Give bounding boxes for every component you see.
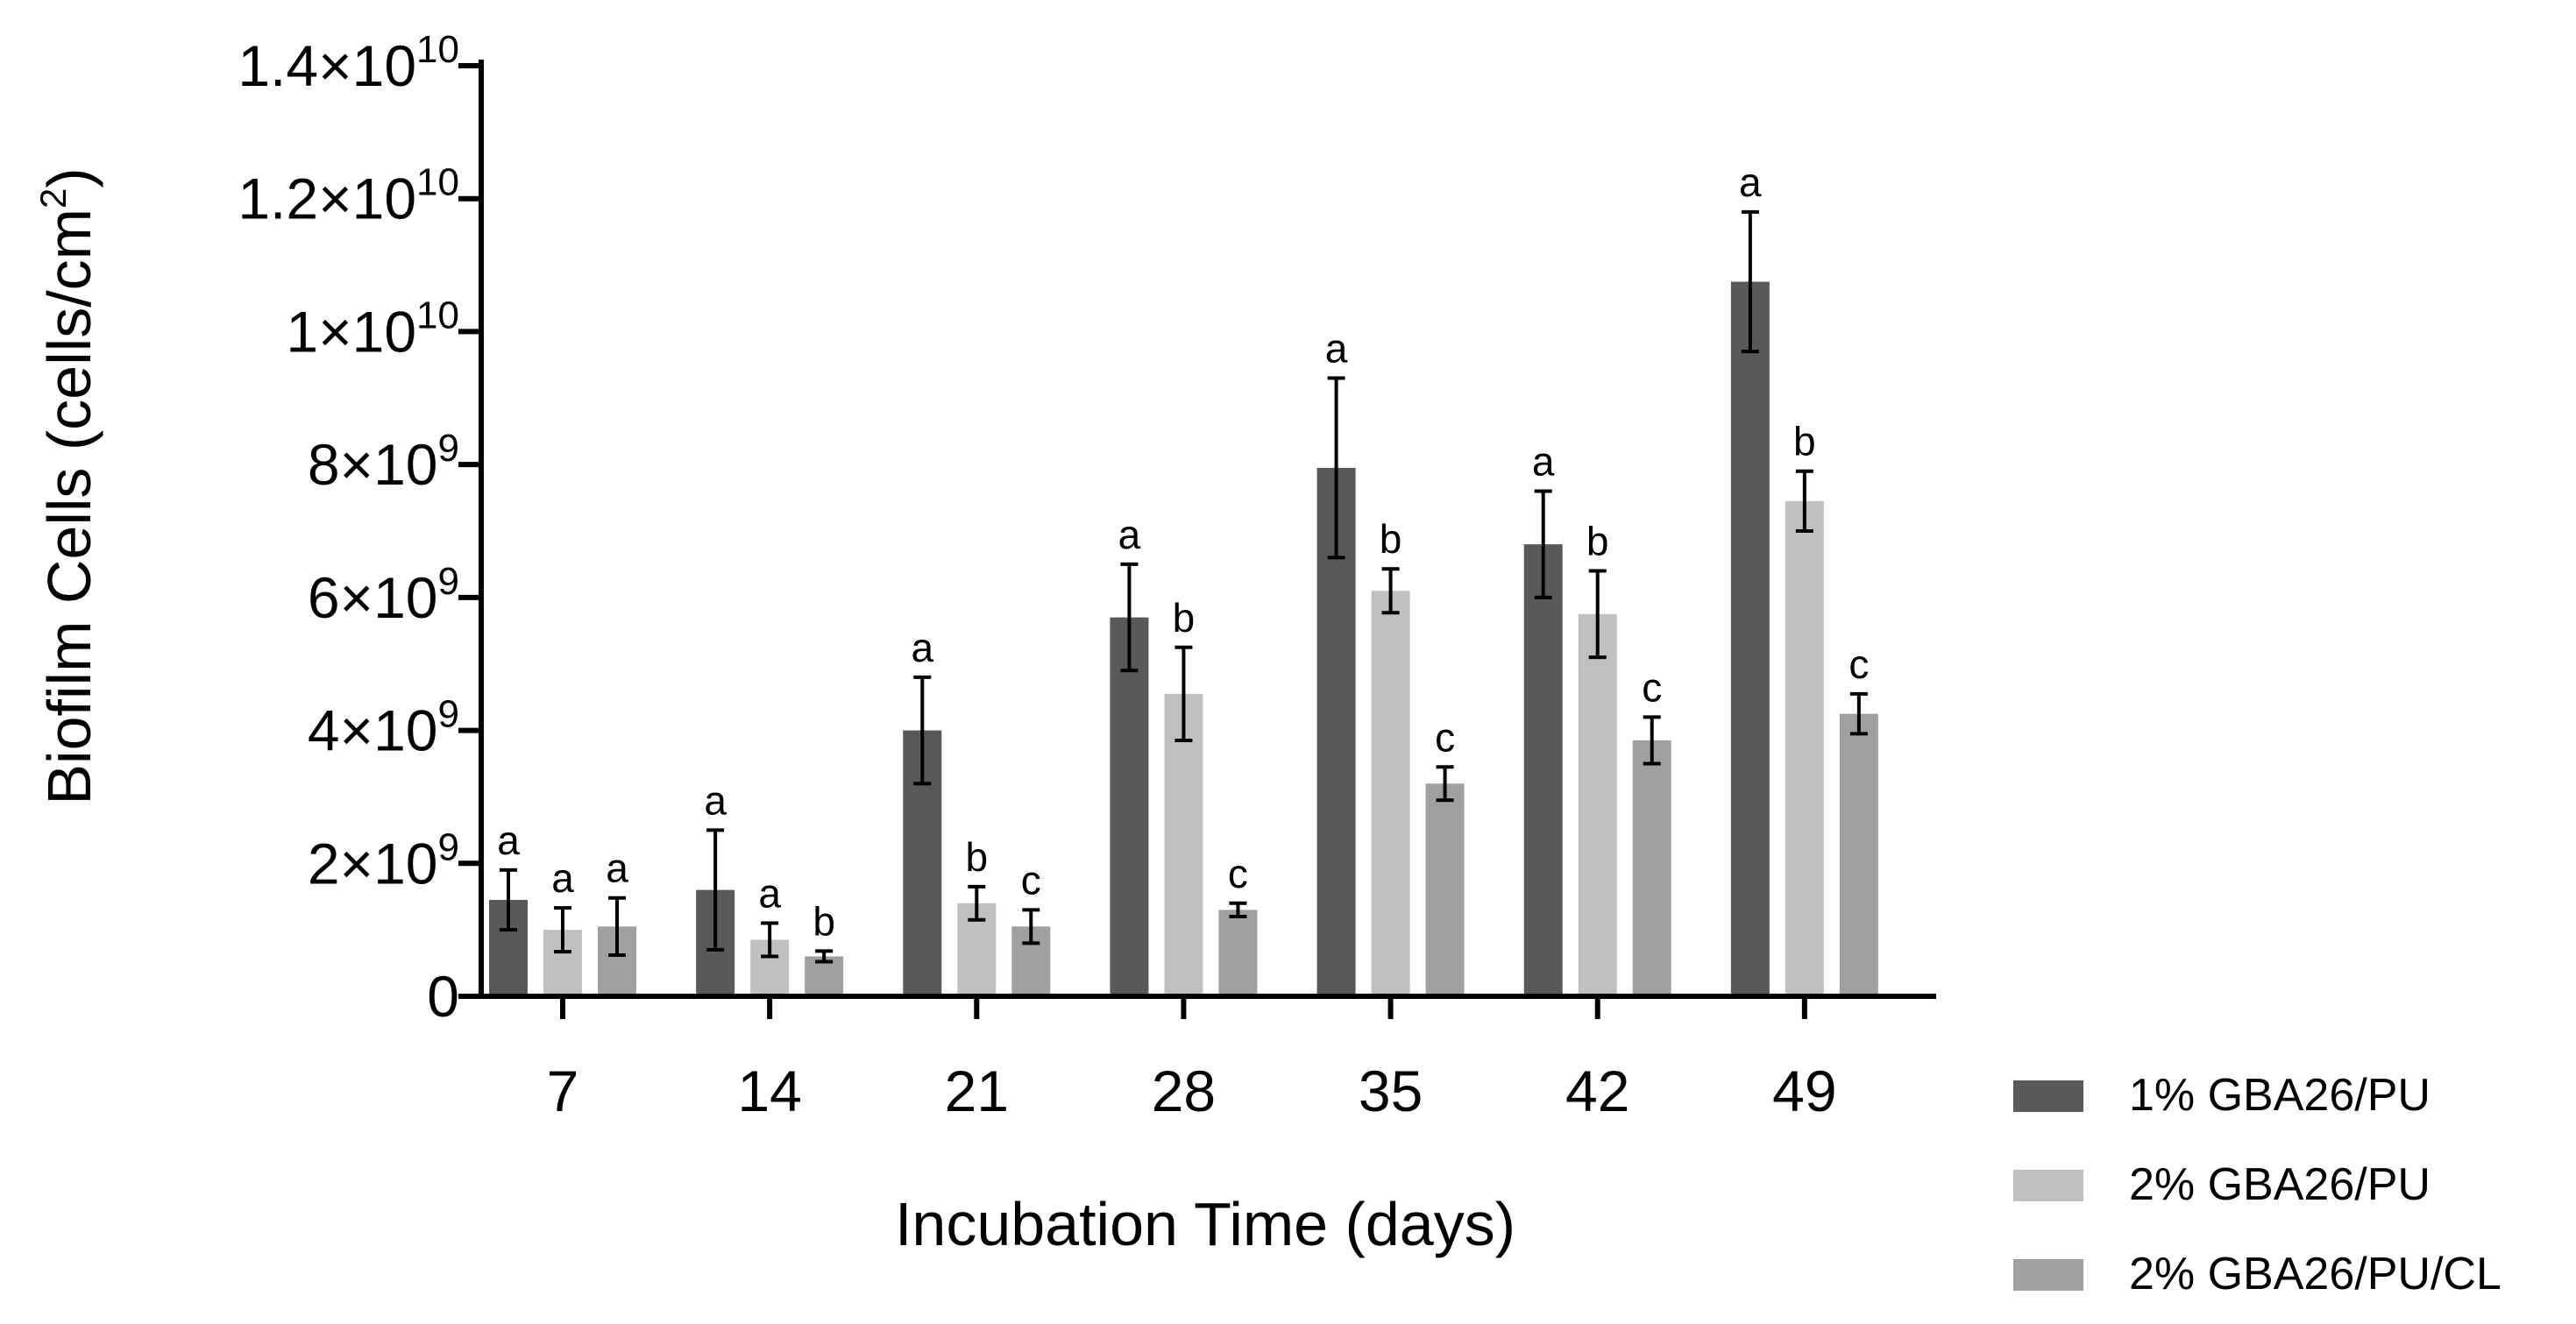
legend-item: 1% GBA26/PU	[2013, 1070, 2431, 1121]
y-tick-label: 0	[427, 964, 459, 1029]
y-tick-label: 8×109	[308, 427, 459, 497]
bar	[1632, 740, 1671, 996]
y-tick-label: 6×109	[308, 560, 459, 630]
significance-letter: c	[1849, 641, 1869, 687]
y-axis-title-superscript: 2	[32, 188, 74, 209]
bar	[1839, 713, 1878, 996]
significance-letter: b	[813, 898, 835, 944]
significance-letter: b	[1380, 516, 1402, 562]
legend-label: 1% GBA26/PU	[2129, 1070, 2431, 1121]
significance-letter: a	[1739, 159, 1762, 205]
x-tick-label: 42	[1565, 1058, 1629, 1123]
x-tick-label: 14	[737, 1058, 801, 1123]
x-tick-label: 28	[1152, 1058, 1216, 1123]
significance-letter: a	[758, 871, 781, 917]
x-tick-label: 7	[547, 1058, 579, 1123]
bar	[1218, 910, 1258, 996]
significance-letter: c	[1021, 857, 1041, 903]
bar	[1164, 693, 1203, 996]
bar	[1578, 613, 1617, 996]
significance-letter: a	[551, 855, 574, 901]
y-tick-label: 2×109	[308, 825, 459, 896]
significance-letter: b	[1586, 519, 1609, 564]
bar	[1371, 591, 1410, 996]
x-axis-title: Incubation Time (days)	[895, 1190, 1515, 1258]
significance-letter: c	[1435, 714, 1455, 760]
legend-item: 2% GBA26/PU/CL	[2013, 1249, 2501, 1299]
bar-series	[489, 281, 1878, 996]
significance-letter: a	[1118, 512, 1141, 557]
legend: 1% GBA26/PU 2% GBA26/PU 2% GBA26/PU/CL	[2013, 1070, 2501, 1299]
significance-letter: a	[704, 777, 727, 823]
significance-letter: b	[965, 834, 988, 880]
y-tick-label: 1×1010	[286, 294, 459, 364]
legend-swatch	[2013, 1080, 2083, 1112]
x-tick-label: 49	[1772, 1058, 1836, 1123]
significance-letter: b	[1793, 419, 1816, 464]
x-tick-label: 21	[945, 1058, 1009, 1123]
y-axis: 0 2×109 4×109 6×109 8×109 1×1010 1.2×1010 1.4×1…	[238, 28, 481, 1029]
y-tick-label: 4×109	[308, 693, 459, 763]
bar	[1730, 281, 1770, 996]
significance-letter: c	[1642, 664, 1662, 710]
significance-letter: b	[1173, 595, 1196, 641]
x-axis: 7 14 21 28 35 42 49	[547, 996, 1837, 1123]
legend-item: 2% GBA26/PU	[2013, 1159, 2431, 1210]
y-axis-title: Biofilm Cells (cells/cm2)	[32, 167, 103, 804]
significance-letter: a	[497, 818, 520, 863]
y-axis-title-close: )	[35, 167, 103, 188]
legend-swatch	[2013, 1259, 2083, 1291]
y-tick-label: 1.4×1010	[238, 28, 459, 98]
significance-letter: a	[1325, 326, 1348, 372]
bar	[1523, 544, 1563, 996]
y-tick-label: 1.2×1010	[238, 161, 459, 231]
y-axis-title-main: Biofilm Cells (cells/cm	[35, 209, 103, 805]
significance-letter: a	[1532, 438, 1555, 484]
x-tick-label: 35	[1359, 1058, 1423, 1123]
bar	[1425, 783, 1465, 996]
significance-letter: a	[911, 625, 933, 670]
bar	[1785, 500, 1824, 996]
significance-letter: c	[1228, 851, 1248, 896]
error-bars	[500, 209, 1868, 964]
bar	[1110, 617, 1149, 996]
legend-label: 2% GBA26/PU/CL	[2129, 1249, 2501, 1299]
legend-swatch	[2013, 1170, 2083, 1201]
significance-letter: a	[606, 846, 628, 891]
legend-label: 2% GBA26/PU	[2129, 1159, 2431, 1210]
